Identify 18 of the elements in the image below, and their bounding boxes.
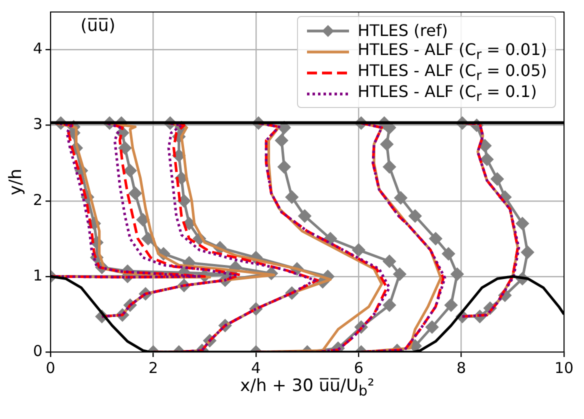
y-tick-label: 2	[32, 190, 43, 209]
legend-label: HTLES - ALF (C$_{r}$ = 0.1)	[358, 82, 537, 106]
y-tick-label: 0	[32, 342, 43, 360]
y-axis-title: y/h	[6, 168, 26, 196]
annotation: (u̅u̅)	[80, 16, 116, 36]
x-tick-label: 0	[46, 358, 56, 377]
y-tick-label: 1	[32, 266, 43, 284]
legend-label: HTLES (ref)	[358, 21, 448, 40]
x-tick-label: 4	[251, 358, 261, 377]
legend-label: HTLES - ALF (C$_{r}$ = 0.05)	[358, 60, 547, 84]
x-tick-label: 10	[554, 358, 574, 377]
x-tick-label: 2	[148, 358, 158, 377]
legend-label: HTLES - ALF (C$_{r}$ = 0.01)	[358, 40, 547, 64]
x-tick-label: 8	[456, 358, 466, 377]
x-axis-title: x/h + 30 u̅u̅/U$_{b}$²	[240, 376, 374, 400]
y-tick-label: 4	[32, 40, 43, 58]
x-tick-label: 6	[354, 358, 364, 377]
y-tick-label: 3	[32, 115, 43, 134]
